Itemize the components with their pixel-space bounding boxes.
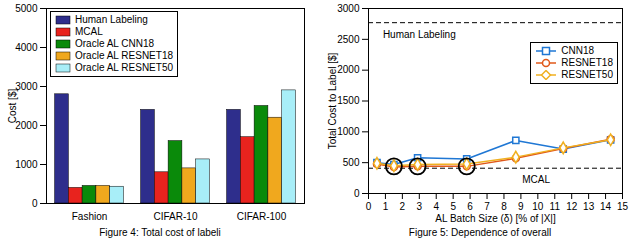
svg-text:5000: 5000 <box>15 3 38 14</box>
svg-text:0: 0 <box>366 201 372 212</box>
svg-text:13: 13 <box>583 201 595 212</box>
svg-text:MCAL: MCAL <box>522 174 550 185</box>
html-text:CNN18: CNN18 <box>561 45 595 56</box>
svg-text:4: 4 <box>433 201 439 212</box>
html-text:RESNET50: RESNET50 <box>561 69 613 80</box>
html-text:Human Labeling: Human Labeling <box>75 14 148 25</box>
svg-text:1000: 1000 <box>15 159 38 170</box>
svg-text:2: 2 <box>400 201 406 212</box>
svg-text:3000: 3000 <box>15 81 38 92</box>
svg-text:11: 11 <box>550 201 561 212</box>
svg-text:Human Labeling: Human Labeling <box>383 29 456 40</box>
svg-text:CIFAR-10: CIFAR-10 <box>154 211 198 222</box>
svg-text:10: 10 <box>532 201 544 212</box>
svg-text:6: 6 <box>467 201 473 212</box>
svg-text:CIFAR-100: CIFAR-100 <box>237 211 287 222</box>
svg-text:Total Cost to Label [$]: Total Cost to Label [$] <box>327 52 338 149</box>
svg-text:15: 15 <box>617 201 629 212</box>
svg-text:9: 9 <box>518 201 524 212</box>
svg-text:3: 3 <box>417 201 423 212</box>
svg-text:8: 8 <box>501 201 507 212</box>
svg-text:0: 0 <box>32 198 38 209</box>
html-text:Oracle AL RESNET50: Oracle AL RESNET50 <box>75 62 173 73</box>
svg-text:5: 5 <box>450 201 456 212</box>
html-text:Figure 4: Total cost of labeli: Figure 4: Total cost of labeli <box>99 227 221 238</box>
svg-text:1: 1 <box>383 201 389 212</box>
html-text:Oracle AL RESNET18: Oracle AL RESNET18 <box>75 50 173 61</box>
svg-text:2000: 2000 <box>15 120 38 131</box>
svg-text:AL Batch Size (δ) [% of |X|]: AL Batch Size (δ) [% of |X|] <box>435 213 556 224</box>
svg-text:1000: 1000 <box>337 126 360 137</box>
svg-text:14: 14 <box>600 201 612 212</box>
html-text:RESNET18: RESNET18 <box>561 57 613 68</box>
svg-text:500: 500 <box>343 157 360 168</box>
svg-text:Cost [$]: Cost [$] <box>7 89 18 124</box>
svg-text:3000: 3000 <box>337 3 360 14</box>
svg-text:Fashion: Fashion <box>72 211 108 222</box>
svg-text:4000: 4000 <box>15 42 38 53</box>
html-text:MCAL: MCAL <box>75 26 103 37</box>
svg-text:1500: 1500 <box>337 95 360 106</box>
svg-text:12: 12 <box>566 201 578 212</box>
html-text:Oracle AL CNN18: Oracle AL CNN18 <box>75 38 155 49</box>
svg-text:2000: 2000 <box>337 64 360 75</box>
svg-text:7: 7 <box>484 201 490 212</box>
html-text:Figure 5: Dependence of overal: Figure 5: Dependence of overall <box>408 227 552 238</box>
svg-text:2500: 2500 <box>337 34 360 45</box>
svg-text:0: 0 <box>354 188 360 199</box>
